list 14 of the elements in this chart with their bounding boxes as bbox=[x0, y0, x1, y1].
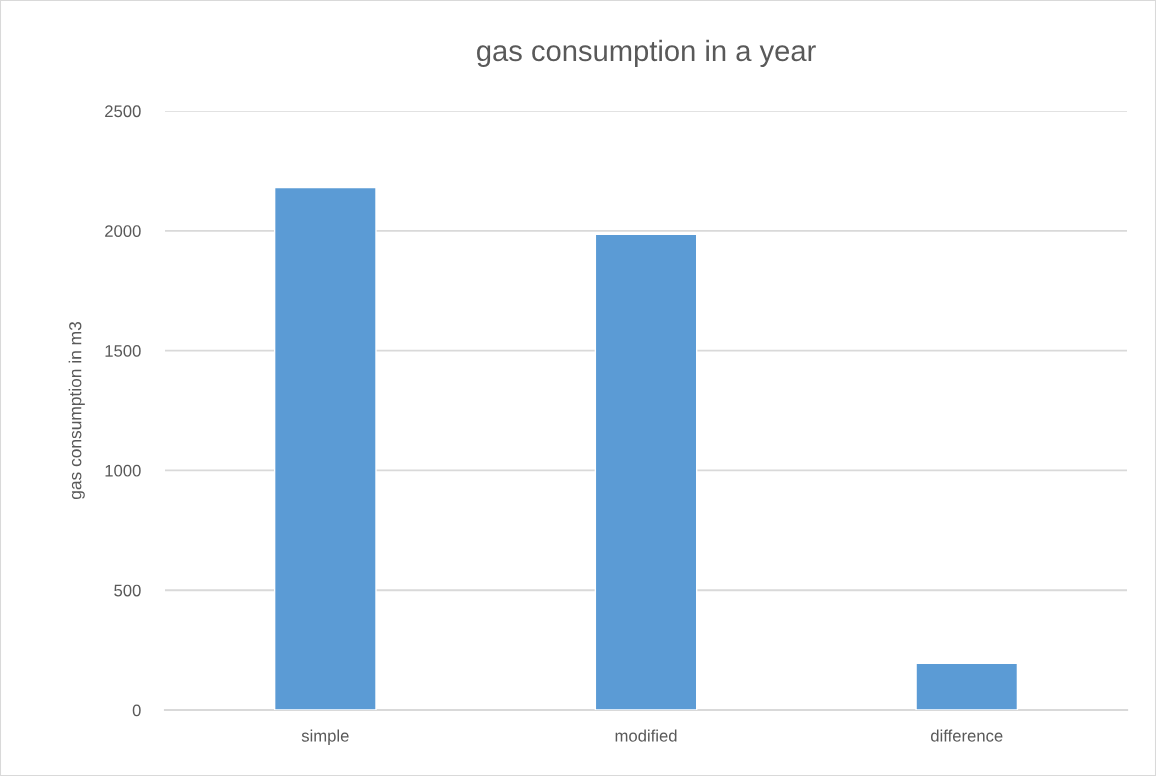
x-tick-label: difference bbox=[931, 729, 1003, 742]
x-tick-label: modified bbox=[615, 729, 677, 742]
x-tick-label: simple bbox=[301, 729, 349, 746]
bar bbox=[594, 233, 698, 711]
bar bbox=[915, 662, 1019, 711]
y-tick-label: 2000 bbox=[105, 225, 141, 237]
y-tick-label: 1000 bbox=[105, 464, 141, 477]
chart-title: gas consumption in a year bbox=[477, 39, 816, 68]
y-axis-title: gas consumption in m3 bbox=[68, 322, 85, 500]
bar bbox=[273, 186, 377, 711]
y-tick-label: 2500 bbox=[105, 105, 141, 118]
y-tick-label: 0 bbox=[132, 704, 141, 717]
y-tick-label: 500 bbox=[114, 584, 141, 597]
y-tick-label: 1500 bbox=[105, 345, 141, 357]
